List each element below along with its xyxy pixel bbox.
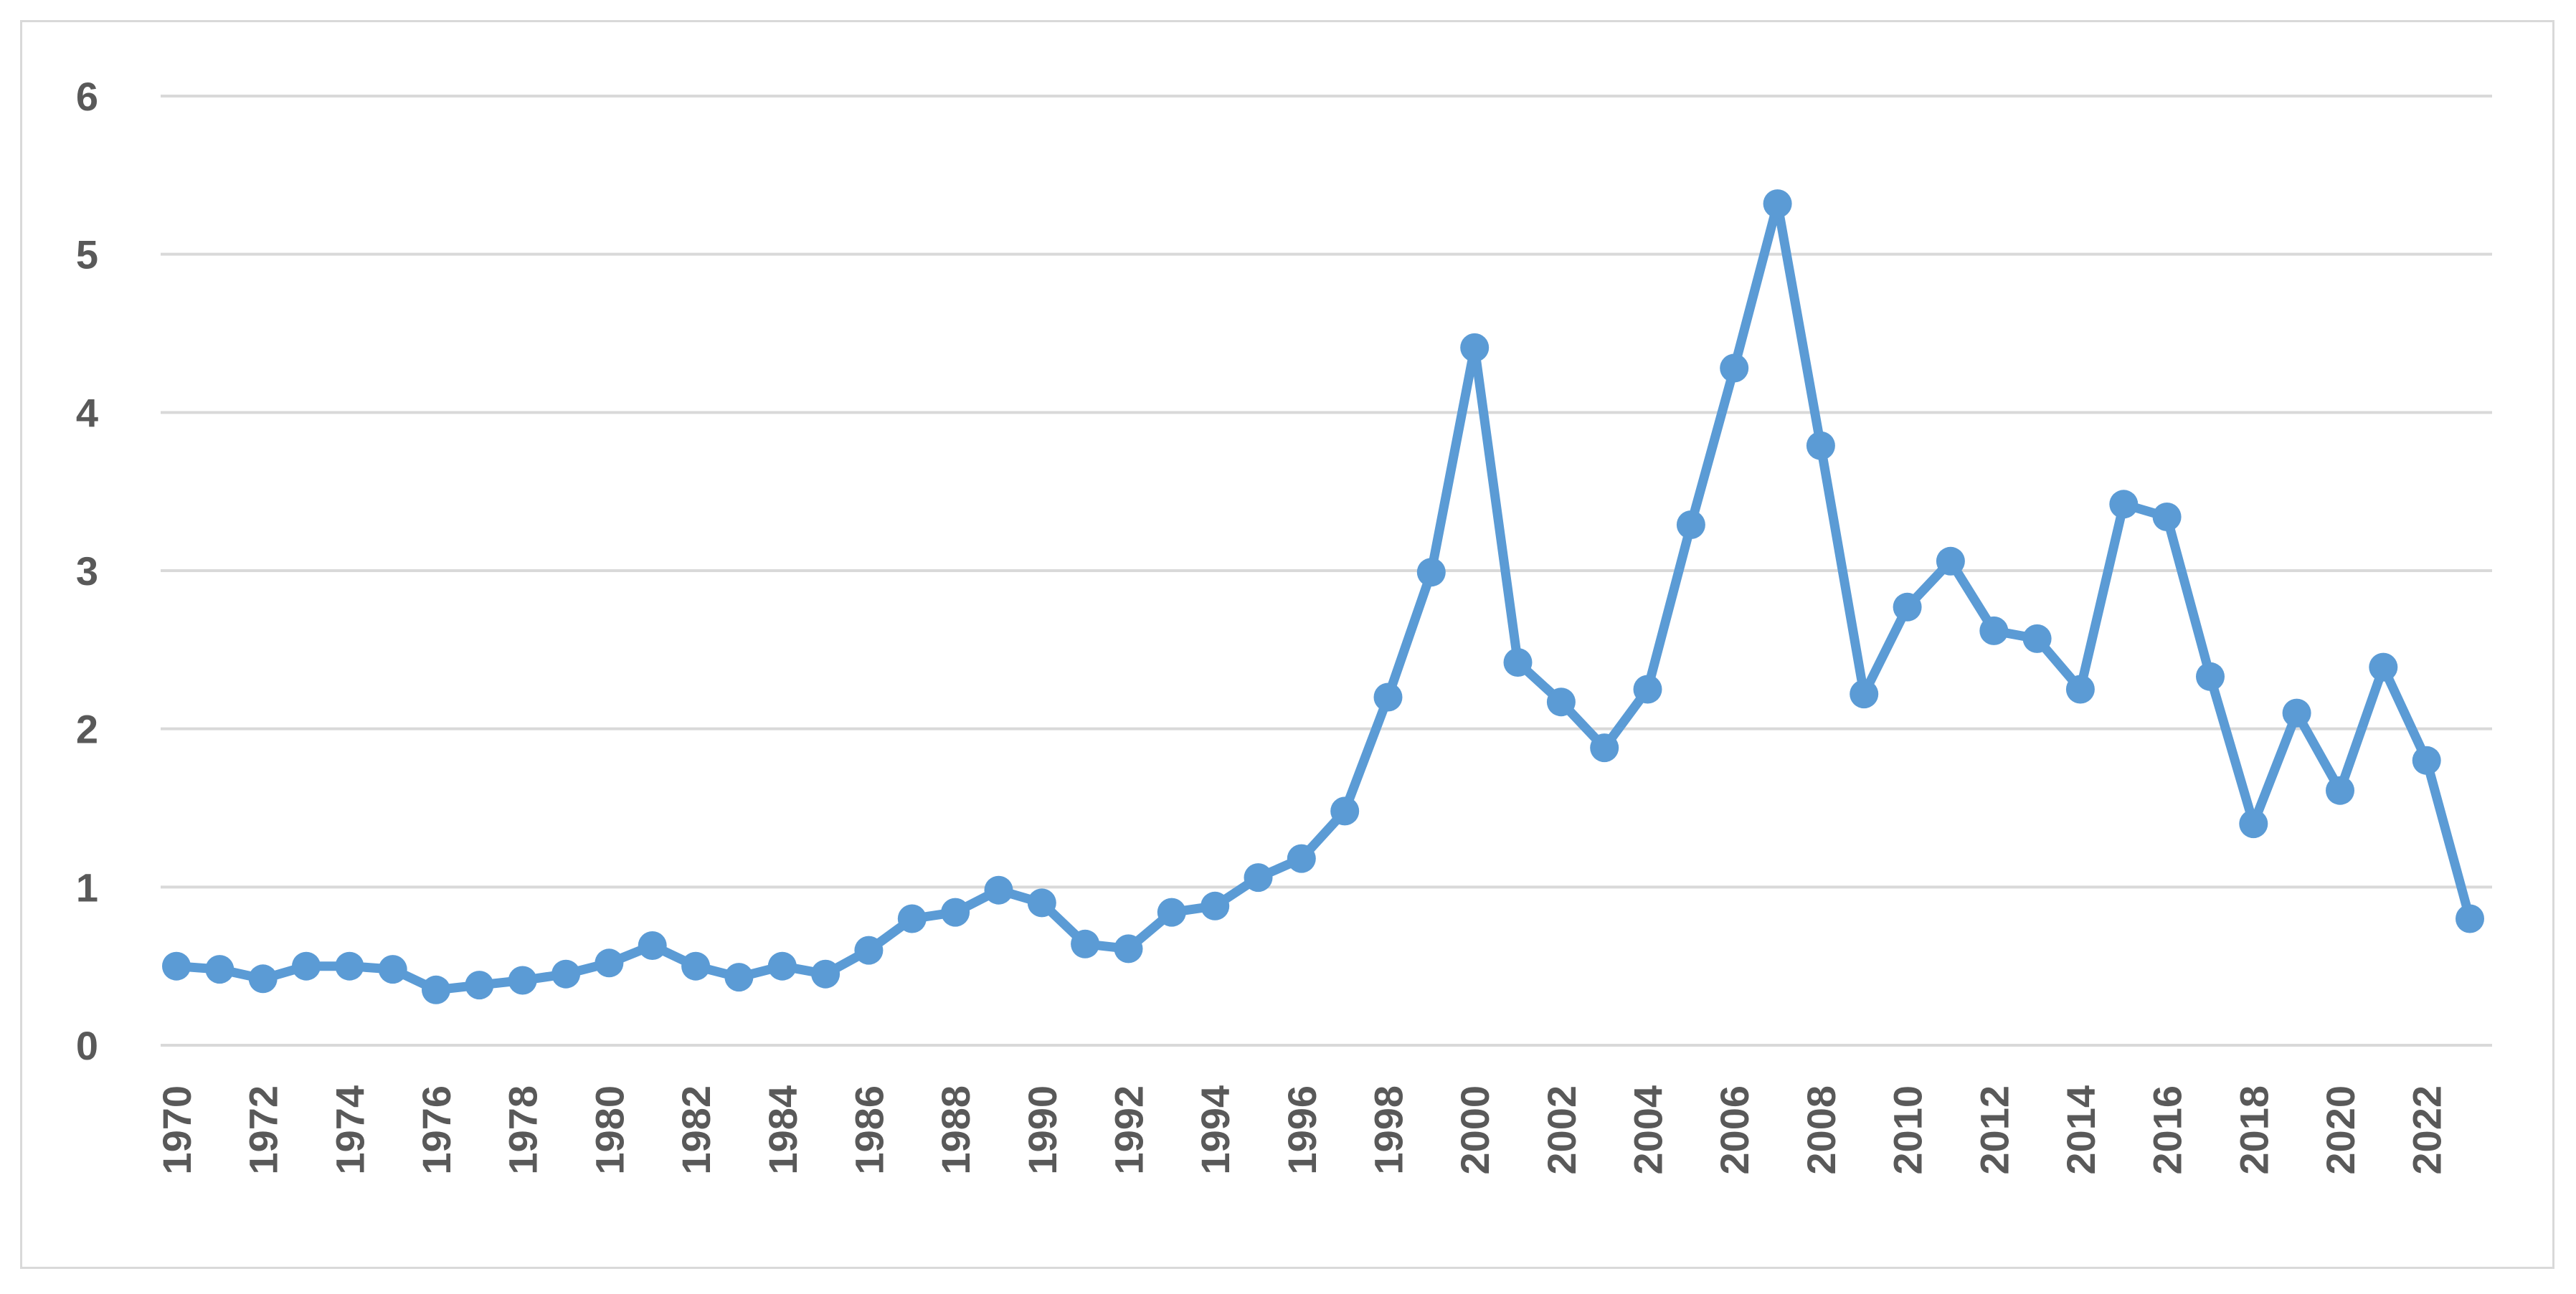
x-tick-label: 1970: [154, 1085, 199, 1175]
y-tick-label: 3: [76, 548, 98, 594]
data-point-1999: [1416, 558, 1446, 587]
x-tick-label: 1994: [1193, 1085, 1238, 1175]
data-point-1970: [162, 951, 191, 981]
data-point-1982: [681, 951, 711, 981]
y-axis: 0 1 2 3 4 5 6: [76, 74, 98, 1068]
data-point-2006: [1720, 353, 1749, 383]
x-tick-label: 1990: [1020, 1085, 1065, 1175]
data-point-2023: [2456, 904, 2484, 933]
x-tick-label: 2006: [1712, 1085, 1757, 1175]
x-tick-label: 1974: [327, 1085, 372, 1175]
data-point-1998: [1373, 682, 1403, 712]
series-group: [162, 189, 2484, 1004]
data-point-1995: [1244, 863, 1273, 893]
data-point-1983: [724, 963, 754, 992]
data-point-2014: [2065, 675, 2095, 704]
x-tick-label: 2000: [1452, 1085, 1497, 1175]
x-axis: 1970 1972 1974 1976 1978 1980 1982 1984 1986 1988…: [154, 1085, 2450, 1175]
data-point-2021: [2369, 652, 2398, 682]
data-point-1991: [1071, 929, 1100, 958]
x-tick-label: 1986: [846, 1085, 891, 1175]
x-tick-label: 1978: [501, 1085, 546, 1175]
data-point-1992: [1114, 934, 1143, 964]
data-point-2000: [1460, 333, 1490, 362]
data-point-1974: [335, 951, 364, 981]
data-point-1977: [465, 971, 494, 1000]
data-point-1971: [205, 955, 235, 984]
x-tick-label: 2022: [2405, 1085, 2450, 1175]
x-tick-label: 2014: [2058, 1085, 2103, 1175]
data-point-1990: [1027, 888, 1056, 918]
data-point-1975: [378, 955, 407, 984]
data-point-1979: [551, 959, 581, 989]
data-point-2004: [1633, 675, 1662, 704]
y-tick-label: 1: [76, 865, 98, 910]
chart-frame: 0 1 2 3 4 5 6 1970 1972 1974 1976 1978 1980 1982 1984…: [20, 20, 2554, 1269]
x-tick-label: 1982: [673, 1085, 719, 1175]
y-tick-label: 0: [76, 1023, 98, 1068]
data-point-2005: [1676, 510, 1705, 539]
data-point-1997: [1330, 796, 1360, 826]
data-point-2022: [2412, 746, 2441, 775]
data-point-1988: [941, 898, 970, 927]
x-tick-label: 2012: [1971, 1085, 2017, 1175]
data-point-2019: [2282, 698, 2311, 728]
data-point-1994: [1201, 891, 1230, 920]
data-point-1987: [897, 904, 927, 933]
x-tick-label: 1992: [1106, 1085, 1151, 1175]
data-point-1985: [811, 959, 840, 989]
data-point-2001: [1503, 648, 1533, 677]
data-point-2009: [1850, 680, 1879, 709]
x-tick-label: 2002: [1539, 1085, 1584, 1175]
data-point-2017: [2196, 662, 2225, 691]
data-point-1986: [854, 936, 884, 965]
data-point-2018: [2239, 809, 2268, 839]
data-point-1981: [638, 931, 667, 960]
data-point-2003: [1590, 733, 1619, 763]
data-point-2020: [2326, 776, 2354, 805]
x-tick-label: 1980: [587, 1085, 632, 1175]
gridlines: [161, 95, 2492, 1047]
data-point-1996: [1287, 844, 1316, 873]
x-tick-label: 2016: [2145, 1085, 2190, 1175]
data-point-1976: [422, 975, 450, 1004]
y-tick-label: 2: [76, 707, 98, 752]
line-chart: 0 1 2 3 4 5 6 1970 1972 1974 1976 1978 1980 1982 1984…: [76, 74, 2492, 1175]
x-tick-label: 1976: [414, 1085, 459, 1175]
data-point-1972: [248, 964, 278, 994]
data-point-2011: [1936, 546, 1965, 576]
data-point-1980: [595, 948, 624, 978]
x-tick-label: 2018: [2231, 1085, 2276, 1175]
data-point-1978: [508, 966, 537, 995]
x-tick-label: 1988: [933, 1085, 978, 1175]
data-point-1993: [1157, 898, 1186, 927]
data-point-1984: [767, 951, 797, 981]
data-point-2002: [1546, 688, 1576, 717]
x-tick-label: 2008: [1799, 1085, 1844, 1175]
x-tick-label: 2020: [2318, 1085, 2363, 1175]
data-point-2016: [2152, 503, 2182, 531]
x-tick-label: 1972: [241, 1085, 286, 1175]
data-point-1973: [292, 951, 321, 981]
x-tick-label: 1998: [1366, 1085, 1411, 1175]
x-tick-label: 2004: [1626, 1085, 1671, 1175]
data-point-1989: [984, 875, 1013, 905]
series-line: [171, 199, 2475, 995]
data-point-2015: [2109, 490, 2139, 519]
y-tick-label: 4: [76, 390, 98, 435]
x-tick-label: 1996: [1279, 1085, 1325, 1175]
data-point-2010: [1893, 592, 1922, 622]
x-tick-label: 2010: [1885, 1085, 1931, 1175]
data-point-2008: [1806, 431, 1835, 460]
y-tick-label: 6: [76, 74, 98, 119]
y-tick-label: 5: [76, 232, 98, 277]
x-tick-label: 1984: [760, 1085, 805, 1175]
data-point-2012: [1979, 616, 2009, 645]
data-point-2013: [2022, 624, 2052, 653]
data-point-2007: [1763, 189, 1792, 219]
